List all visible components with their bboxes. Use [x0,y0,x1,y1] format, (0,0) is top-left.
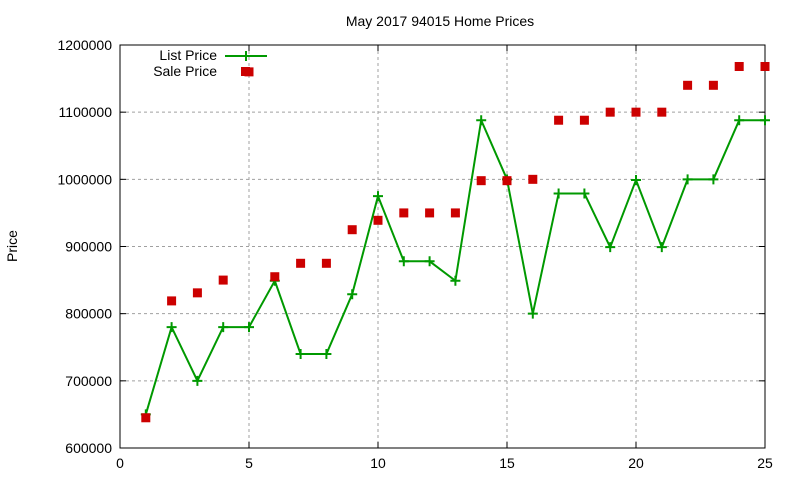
sale-price-point [760,61,770,71]
list-price-point [631,175,641,186]
sale-price-point [502,176,512,186]
list-price-point [166,322,177,333]
y-axis-label: Price [4,230,20,262]
sale-price-point [476,176,486,186]
legend-plus-icon [241,51,251,61]
list-price-point [708,174,719,185]
sale-price-point [347,225,357,235]
sale-price-point [270,272,280,282]
sale-price-point [141,413,151,423]
legend-label-list-price: List Price [159,47,217,63]
y-tick-label: 1100000 [59,104,113,120]
y-tick-label: 1200000 [57,37,112,53]
list-price-point [605,242,616,253]
list-price-point [192,375,203,386]
sale-price-point [579,115,589,125]
x-tick-label: 10 [370,455,386,471]
sale-price-point [296,258,306,268]
y-tick-label: 900000 [65,239,112,255]
list-price-point [295,348,306,359]
sale-price-point [399,208,409,218]
x-tick-label: 5 [245,455,253,471]
sale-price-point [554,115,564,125]
x-tick-label: 15 [499,455,515,471]
sale-price-point [192,288,202,298]
list-price-point [734,115,745,126]
list-price-point [527,308,538,319]
x-tick-label: 0 [116,455,124,471]
x-tick-label: 20 [628,455,644,471]
sale-price-point [167,296,177,306]
list-price-point [424,256,435,267]
list-price-point [656,242,667,253]
sale-price-point [321,258,331,268]
sale-price-point [528,174,538,184]
legend-label-sale-price: Sale Price [153,63,217,79]
list-price-point [760,115,770,126]
sale-price-point [218,275,228,285]
list-price-point [244,322,254,333]
sale-price-point [631,107,641,117]
axis-ticks: 0 5 10 15 20 25 600000 700000 800000 900000 100000… [57,37,773,471]
y-tick-label: 800000 [65,306,112,322]
legend: List Price Sale Price [153,47,267,79]
sale-price-point [425,208,435,218]
sale-price-point [373,215,383,225]
legend-square-icon [241,67,250,76]
list-price-point [682,174,693,185]
sale-price-point [657,107,667,117]
series-layer [140,61,770,423]
list-price-point [347,289,358,300]
x-tick-label: 25 [757,455,773,471]
list-price-point [321,348,332,359]
chart-title: May 2017 94015 Home Prices [346,13,534,29]
grid-lines [120,45,765,448]
y-tick-label: 600000 [65,440,112,456]
list-price-point [450,275,461,286]
list-price-point [398,256,409,267]
list-price-point [218,322,229,333]
y-tick-label: 1000000 [57,171,112,187]
sale-price-point [734,61,744,71]
y-tick-label: 700000 [65,373,112,389]
list-price-point [476,115,487,126]
sale-price-point [450,208,460,218]
list-price-line [144,116,765,415]
sale-price-point [683,80,693,90]
list-price-point [373,191,383,202]
sale-price-point [708,80,718,90]
list-price-point [553,188,564,199]
sale-price-point [605,107,615,117]
list-price-point [579,188,590,199]
